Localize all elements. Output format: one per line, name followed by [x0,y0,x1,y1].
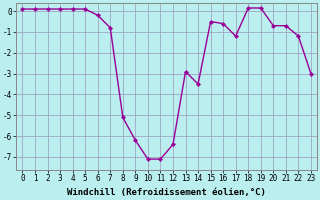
X-axis label: Windchill (Refroidissement éolien,°C): Windchill (Refroidissement éolien,°C) [67,188,266,197]
